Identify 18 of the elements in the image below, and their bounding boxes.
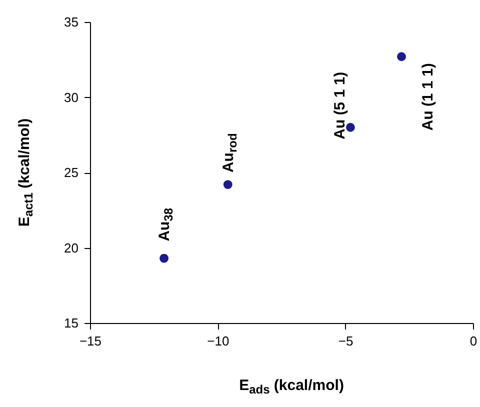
x-tick-label: −5: [338, 334, 354, 348]
y-tick-label: 30: [64, 90, 78, 105]
y-tick-label: 35: [64, 14, 78, 30]
y-axis-title: Eact1 (kcal/mol): [16, 118, 36, 227]
annotation: Au38: [156, 208, 176, 242]
point: [346, 122, 355, 132]
point: [397, 52, 406, 62]
annotation: Au (5 1 1): [331, 72, 348, 140]
annotation: Aurod: [220, 133, 240, 173]
annotation: Au (1 1 1): [420, 63, 437, 131]
point: [160, 254, 169, 263]
y-tick-label: 20: [64, 240, 78, 256]
y-tick-label: 25: [64, 165, 78, 180]
y-tick-label: 15: [64, 316, 78, 330]
x-tick-label: −15: [79, 334, 102, 348]
x-tick-label: −10: [207, 334, 230, 348]
x-tick-label: 0: [470, 334, 478, 348]
point: [223, 180, 232, 190]
